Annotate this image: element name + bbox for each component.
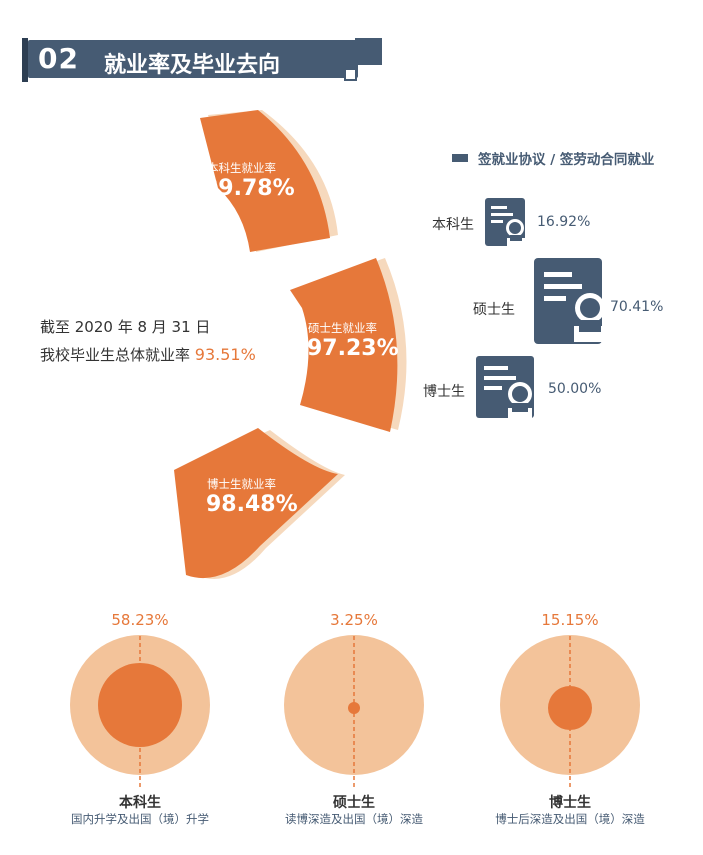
summary-rate-prefix: 我校毕业生总体就业率 xyxy=(40,346,191,364)
contract-value-undergrad: 16.92% xyxy=(537,214,591,230)
header-background xyxy=(28,40,358,78)
section-header: 02 就业率及毕业去向 xyxy=(22,38,360,82)
contract-value-doctoral: 50.00% xyxy=(548,381,602,397)
study-desc-undergrad: 国内升学及出国（境）升学 xyxy=(71,812,209,826)
section-title: 就业率及毕业去向 xyxy=(104,53,281,78)
legend-text: 签就业协议 / 签劳动合同就业 xyxy=(478,152,655,168)
wedge-doctoral xyxy=(174,428,338,579)
study-circle-undergrad xyxy=(70,635,210,790)
contract-value-master: 70.41% xyxy=(610,299,664,315)
wedge-master xyxy=(290,258,398,432)
summary-date: 截至 2020 年 8 月 31 日 xyxy=(40,318,211,336)
contract-degree-doctoral: 博士生 xyxy=(423,384,465,400)
study-desc-doctoral: 博士后深造及出国（境）深造 xyxy=(495,812,645,826)
wedge-label-undergrad: 本科生就业率 xyxy=(207,161,276,175)
study-circle-doctoral xyxy=(500,635,640,790)
summary-rate: 我校毕业生总体就业率 93.51% xyxy=(40,344,256,365)
header-accent-bar xyxy=(22,38,28,82)
decorative-square-outline xyxy=(344,68,357,81)
study-degree-undergrad: 本科生 xyxy=(119,795,161,811)
contract-icon-master xyxy=(534,258,605,344)
study-circle-master xyxy=(284,635,424,790)
summary-rate-value: 93.51% xyxy=(194,345,256,364)
study-value-master: 3.25% xyxy=(330,611,378,629)
contract-degree-master: 硕士生 xyxy=(473,302,515,318)
wedge-undergrad xyxy=(200,110,330,252)
study-value-doctoral: 15.15% xyxy=(541,611,599,629)
wedge-value-master: 97.23% xyxy=(307,336,399,361)
legend-swatch xyxy=(452,154,468,162)
contract-icon-undergrad xyxy=(485,198,525,246)
decorative-square xyxy=(355,38,382,65)
study-degree-master: 硕士生 xyxy=(333,795,375,811)
study-degree-doctoral: 博士生 xyxy=(549,795,591,811)
wedge-value-doctoral: 98.48% xyxy=(206,492,298,517)
contract-icon-doctoral xyxy=(476,356,534,418)
study-desc-master: 读博深造及出国（境）深造 xyxy=(285,812,423,826)
study-value-undergrad: 58.23% xyxy=(111,611,169,629)
contract-degree-undergrad: 本科生 xyxy=(432,217,474,233)
wedge-label-master: 硕士生就业率 xyxy=(308,321,377,335)
section-number: 02 xyxy=(38,42,79,75)
wedge-label-doctoral: 博士生就业率 xyxy=(207,477,276,491)
wedge-value-undergrad: 89.78% xyxy=(203,176,295,201)
